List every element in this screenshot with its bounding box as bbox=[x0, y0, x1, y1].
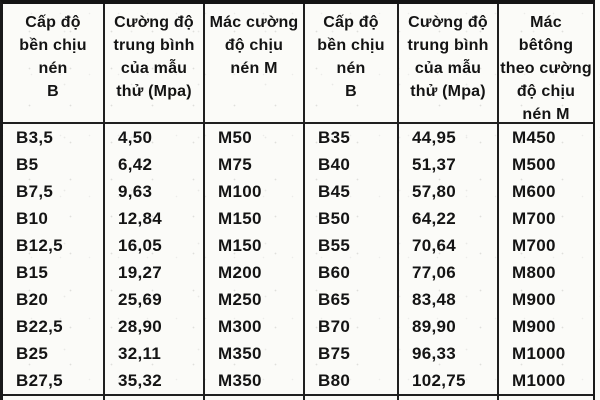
table-cell: B12,5 bbox=[16, 236, 63, 255]
header-mark-m-left: Mác cường độ chịu nén M bbox=[203, 4, 303, 124]
table-bottom-strip bbox=[497, 394, 593, 400]
table-cell: 77,06 bbox=[397, 259, 497, 286]
table-cell: 64,22 bbox=[397, 205, 497, 232]
table-cell: B7,5 bbox=[16, 182, 54, 201]
table-cell: 102,75 bbox=[397, 367, 497, 394]
header-b-class-right: Cấp độ bền chịu nén B bbox=[303, 4, 397, 124]
table-cell: M800 bbox=[497, 259, 593, 286]
table-cell: M100 bbox=[203, 178, 303, 205]
table-cell: 57,80 bbox=[397, 178, 497, 205]
table-cell: B15 bbox=[16, 263, 49, 282]
table-bottom-strip bbox=[203, 394, 303, 400]
table-cell: 6,42 bbox=[103, 151, 203, 178]
table-cell: 96,33 bbox=[397, 340, 497, 367]
table-cell: B60 bbox=[303, 259, 397, 286]
header-mean-strength-right: Cường độ trung bình của mẫu thử (Mpa) bbox=[397, 4, 497, 124]
table-cell: M350 bbox=[203, 340, 303, 367]
table-cell: M900 bbox=[497, 286, 593, 313]
table-cell: M50 bbox=[203, 124, 303, 151]
header-mean-strength-left: Cường độ trung bình của mẫu thử (Mpa) bbox=[103, 4, 203, 124]
table-cell: 32,11 bbox=[103, 340, 203, 367]
table-cell: M1000 bbox=[497, 367, 593, 394]
table-bottom-strip bbox=[103, 394, 203, 400]
table-cell: 28,90 bbox=[103, 313, 203, 340]
table-cell: M250 bbox=[203, 286, 303, 313]
table-cell: 19,27 bbox=[103, 259, 203, 286]
table-cell: M900 bbox=[497, 313, 593, 340]
table-cell: B25 bbox=[16, 344, 49, 363]
table-cell: M450 bbox=[497, 124, 593, 151]
table-cell: 44,95 bbox=[397, 124, 497, 151]
table-cell: M350 bbox=[203, 367, 303, 394]
table-cell: 70,64 bbox=[397, 232, 497, 259]
table-cell: 12,84 bbox=[103, 205, 203, 232]
table-cell: M75 bbox=[203, 151, 303, 178]
table-cell: B70 bbox=[303, 313, 397, 340]
table-cell: M1000 bbox=[497, 340, 593, 367]
table-cell: B45 bbox=[303, 178, 397, 205]
table-cell: B65 bbox=[303, 286, 397, 313]
table-cell: B55 bbox=[303, 232, 397, 259]
table-cell: M150 bbox=[203, 232, 303, 259]
table-cell: B40 bbox=[303, 151, 397, 178]
header-concrete-mark-right: Mác bêtông theo cường độ chịu nén M bbox=[497, 4, 593, 124]
table-cell: 9,63 bbox=[103, 178, 203, 205]
table-cell: 16,05 bbox=[103, 232, 203, 259]
table-bottom-strip bbox=[303, 394, 397, 400]
table-bottom-strip bbox=[397, 394, 497, 400]
table-cell: M500 bbox=[497, 151, 593, 178]
table-bottom-border bbox=[3, 394, 593, 396]
table-cell: B5 bbox=[16, 155, 39, 174]
table-cell: B3,5 bbox=[16, 128, 54, 147]
table-cell: B75 bbox=[303, 340, 397, 367]
header-b-class-left: Cấp độ bền chịu nén B bbox=[3, 4, 103, 124]
table-cell: B20 bbox=[16, 290, 49, 309]
table-cell: M600 bbox=[497, 178, 593, 205]
table-cell: M700 bbox=[497, 205, 593, 232]
table-cell: B10 bbox=[16, 209, 49, 228]
table-cell: 51,37 bbox=[397, 151, 497, 178]
table-cell: B27,5 bbox=[16, 371, 63, 390]
table-cell: M300 bbox=[203, 313, 303, 340]
table-cell: B22,5 bbox=[16, 317, 63, 336]
table-cell: M700 bbox=[497, 232, 593, 259]
table-cell: 4,50 bbox=[103, 124, 203, 151]
table-cell: B35 bbox=[303, 124, 397, 151]
table-cell: 35,32 bbox=[103, 367, 203, 394]
table-cell: B80 bbox=[303, 367, 397, 394]
table-cell: M200 bbox=[203, 259, 303, 286]
table-cell: M150 bbox=[203, 205, 303, 232]
table-cell: B50 bbox=[303, 205, 397, 232]
table-cell: 25,69 bbox=[103, 286, 203, 313]
table-cell: 83,48 bbox=[397, 286, 497, 313]
table-cell: 89,90 bbox=[397, 313, 497, 340]
